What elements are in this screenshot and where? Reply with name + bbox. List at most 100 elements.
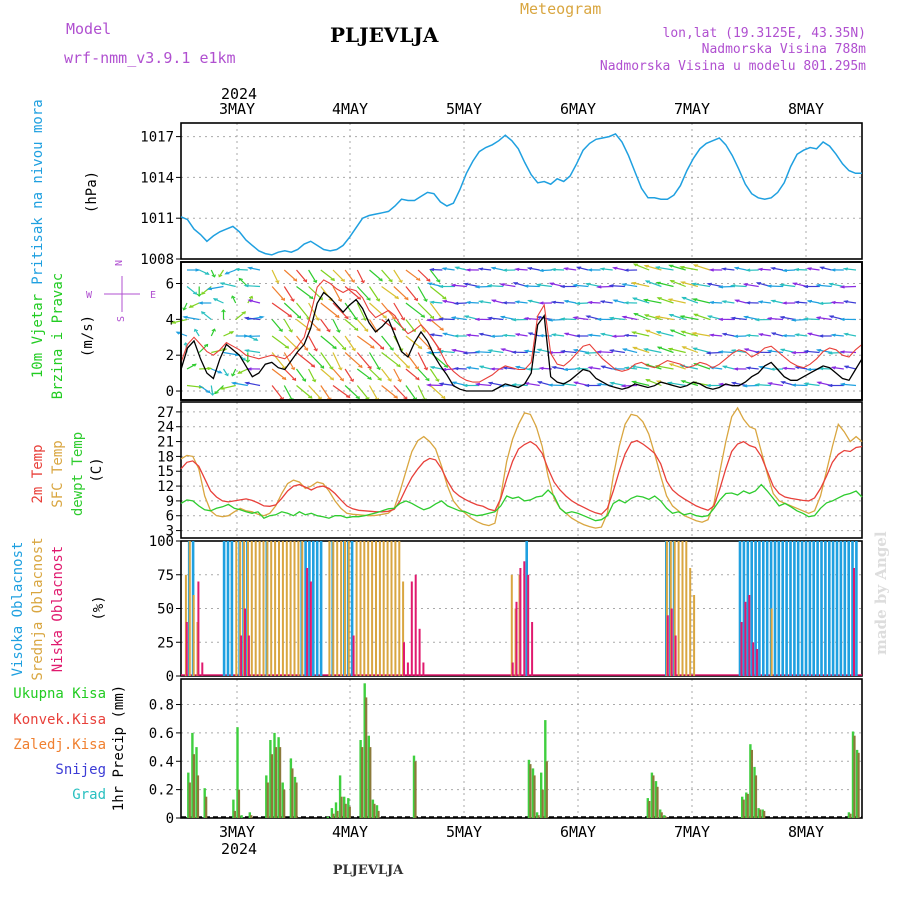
lonlat-text: lon,lat (19.3125E, 43.35N) <box>663 26 867 41</box>
high-cloud-bar <box>808 541 812 676</box>
conv-precip-bar <box>369 747 372 818</box>
mid-cloud-bar <box>359 541 362 676</box>
total-precip-bar <box>236 727 239 818</box>
cloud-tick-label: 0 <box>166 669 174 685</box>
high-cloud-bar <box>816 541 819 676</box>
elevation-text: Nadmorska Visina 788m <box>702 42 867 57</box>
wind-tick-label: 2 <box>166 348 174 364</box>
mid-cloud-bar <box>188 541 191 676</box>
precip-frame: 0 0.2 0.4 0.6 0.8 <box>149 678 863 827</box>
mid-cloud-bar <box>235 541 238 676</box>
low-cloud-bar <box>744 601 747 677</box>
conv-precip-bar <box>853 735 856 818</box>
total-precip-bar <box>203 788 206 818</box>
mid-cloud-bar <box>382 541 385 676</box>
wind-frame-border <box>180 261 863 401</box>
compass-w: W <box>86 290 93 301</box>
high-cloud-bar <box>793 541 796 676</box>
conv-precip-bar <box>750 749 753 818</box>
high-cloud-bar <box>230 541 234 676</box>
conv-precip-bar <box>295 782 298 818</box>
total-precip-bar <box>343 796 346 818</box>
temp-label-2m: 2m Temp <box>30 444 46 503</box>
precip-tick-label: 0.2 <box>149 783 174 799</box>
top-date-label: 7MAY <box>674 100 710 118</box>
top-date-label: 5MAY <box>446 100 482 118</box>
total-precip-bar <box>293 776 297 818</box>
low-cloud-bar <box>352 635 355 676</box>
low-cloud-bar <box>309 581 312 676</box>
total-precip-bar <box>527 759 531 818</box>
temp-label-dewpt: dewpt Temp <box>70 432 86 516</box>
low-cloud-bar <box>666 615 669 677</box>
total-precip-bar <box>540 772 543 818</box>
compass-e: E <box>150 290 156 301</box>
sfc-temp-line <box>180 406 863 529</box>
total-precip-bar <box>338 775 342 818</box>
total-precip-bar <box>191 732 194 818</box>
bottom-year-label: 2024 <box>221 840 257 858</box>
total-precip-bar <box>646 798 649 818</box>
total-precip-bar <box>412 755 416 818</box>
mid-cloud-bar <box>328 541 331 676</box>
total-precip-bar <box>531 768 535 818</box>
temp-tick-label: 12 <box>157 479 174 495</box>
bottom-date-label: 4MAY <box>332 823 368 841</box>
conv-precip-bar <box>365 697 368 818</box>
temp-tick-label: 18 <box>157 449 174 465</box>
conv-precip-bar <box>361 747 364 818</box>
compass-s: S <box>116 316 127 322</box>
total-precip-bar <box>659 809 662 818</box>
precip-legend-frozen: Zaledj.Kisa <box>13 737 106 753</box>
cloud-tick-label: 50 <box>157 602 174 618</box>
high-cloud-bar <box>773 541 777 676</box>
low-cloud-bar <box>403 642 405 677</box>
precip-tick-label: 0.8 <box>149 698 174 714</box>
high-cloud-bar <box>828 541 831 676</box>
total-precip-bar <box>663 815 666 818</box>
conv-precip-bar <box>759 809 762 818</box>
low-cloud-bar <box>247 635 250 676</box>
mid-cloud-bar <box>336 541 339 676</box>
mid-cloud-bar <box>510 574 513 677</box>
footer-station: PLJEVLJA <box>333 863 404 878</box>
bottom-date-label: 8MAY <box>788 823 824 841</box>
low-cloud-bar <box>414 574 417 677</box>
conv-precip-bar <box>648 801 651 818</box>
mid-cloud-bar <box>402 581 405 676</box>
temp-tick-label: 24 <box>157 420 174 436</box>
conv-precip-bar <box>344 803 347 818</box>
conv-precip-bar <box>742 799 745 818</box>
mid-cloud-bar <box>278 541 280 676</box>
top-date-label: 6MAY <box>560 100 596 118</box>
date-labels: 3MAY 4MAY 5MAY 6MAY 7MAY 8MAY 3MAY 4MAY 5MAY 6MAY… <box>219 100 824 841</box>
dewpt-temp-line <box>180 483 863 522</box>
conv-precip-bar <box>763 810 766 818</box>
total-precip-bar <box>375 805 379 818</box>
temp-tick-label: 3 <box>166 524 174 540</box>
high-cloud-bar <box>804 541 808 676</box>
conv-precip-bar <box>233 810 236 818</box>
high-cloud-bar <box>525 541 528 676</box>
precip-legend-total: Ukupna Kisa <box>13 686 106 702</box>
total-precip-bar <box>232 799 235 818</box>
conv-precip-bar <box>529 764 532 818</box>
pressure-frame: 1008 1011 1014 1017 <box>140 122 863 268</box>
model-label: Model <box>66 20 111 38</box>
wind-tick-label: 4 <box>166 312 174 328</box>
pressure-tick-label: 1008 <box>140 252 174 268</box>
conv-precip-bar <box>279 747 282 818</box>
pressure-tick-label: 1014 <box>140 170 174 186</box>
total-precip-bar <box>741 796 744 818</box>
high-cloud-bar <box>742 541 746 676</box>
pressure-tick-label: 1011 <box>140 211 174 227</box>
mid-cloud-bar <box>250 541 253 676</box>
total-precip-bar <box>847 812 851 818</box>
temp-tick-label: 15 <box>157 464 174 480</box>
cloud-tick-label: 100 <box>149 534 174 550</box>
conv-precip-bar <box>336 810 339 818</box>
total-precip-bar <box>359 740 362 818</box>
temp-tick-label: 21 <box>157 435 174 451</box>
conv-precip-bar <box>348 806 351 818</box>
